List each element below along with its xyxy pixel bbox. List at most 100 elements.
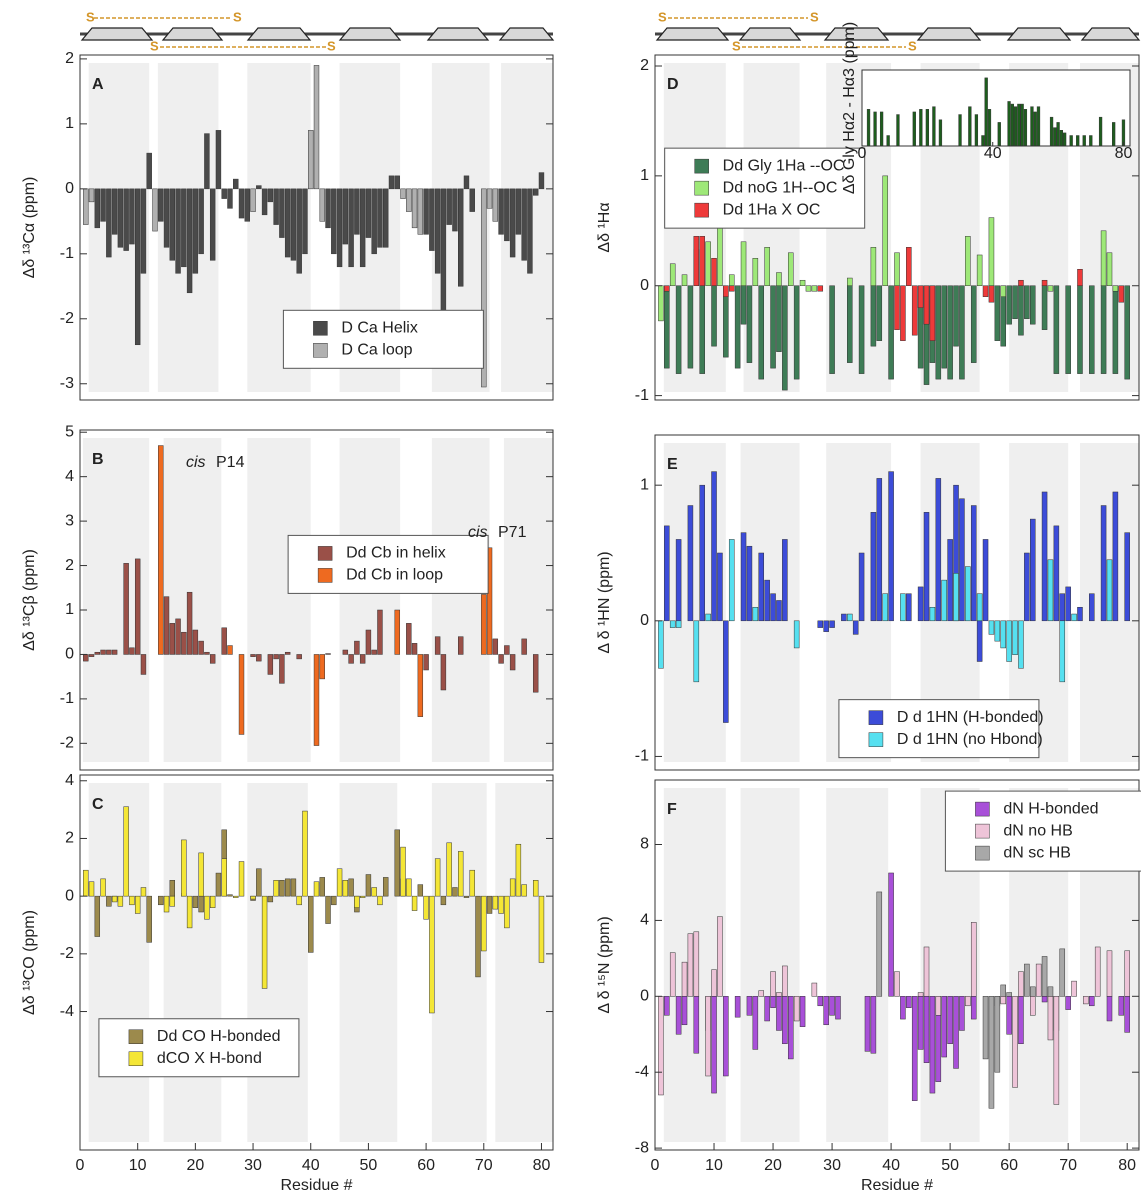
- helix-region: [495, 783, 553, 1142]
- bar: [988, 996, 995, 1109]
- bar: [664, 996, 670, 1016]
- bar: [681, 996, 688, 1026]
- bar: [900, 593, 906, 622]
- bar: [982, 285, 989, 297]
- bar: [158, 895, 164, 906]
- bar: [787, 252, 794, 286]
- bar: [117, 188, 124, 248]
- legend-label: Dd CO H-bonded: [157, 1028, 281, 1045]
- bar: [799, 279, 806, 286]
- bar: [675, 539, 682, 622]
- bar: [817, 620, 824, 628]
- bar: [296, 654, 302, 660]
- bar: [394, 609, 400, 655]
- bar: [504, 645, 510, 655]
- panel-letter: E: [667, 456, 678, 473]
- bar: [394, 829, 400, 897]
- bar: [879, 111, 884, 147]
- y-tick-label: -4: [60, 1003, 74, 1020]
- bar: [1053, 996, 1060, 1105]
- bar: [169, 188, 175, 261]
- bar: [793, 620, 800, 649]
- bar: [705, 613, 711, 622]
- bar: [1065, 285, 1071, 374]
- bar: [204, 133, 210, 190]
- helix: [161, 27, 224, 41]
- y-tick-label: -2: [60, 735, 74, 752]
- bar: [238, 861, 245, 897]
- bar: [1024, 552, 1030, 622]
- bar: [870, 247, 877, 286]
- legend-swatch: [975, 845, 990, 861]
- bar: [1100, 230, 1107, 286]
- bar: [1106, 252, 1113, 286]
- bar: [181, 631, 187, 655]
- bar: [776, 992, 782, 997]
- bar: [1071, 980, 1077, 997]
- y-axis-label: Δδ Gly Hα2 - Hα3 (ppm): [841, 22, 858, 194]
- bar: [847, 285, 853, 363]
- bar: [1018, 279, 1024, 286]
- bar: [296, 895, 302, 906]
- y-tick-label: 0: [640, 277, 649, 294]
- bar: [1035, 963, 1042, 997]
- bar: [423, 654, 429, 671]
- bar: [423, 895, 429, 920]
- y-tick-label: 8: [640, 836, 649, 853]
- bar: [776, 285, 782, 352]
- bar: [400, 188, 406, 199]
- legend-label: D d 1HN (H-bonded): [897, 709, 1044, 726]
- bar: [175, 618, 181, 655]
- bar: [313, 881, 320, 897]
- x-tick-label: 30: [244, 1157, 262, 1174]
- helix-region: [88, 783, 150, 1142]
- bar: [538, 172, 545, 190]
- legend-label: Dd 1Ha X OC: [723, 201, 821, 218]
- bar: [440, 895, 447, 906]
- bar: [504, 188, 510, 242]
- bar: [371, 188, 377, 255]
- bar: [302, 188, 308, 255]
- bar: [515, 188, 522, 235]
- bar: [1065, 996, 1071, 1010]
- bar: [411, 895, 418, 911]
- helix-region: [247, 438, 311, 762]
- helix-region: [740, 788, 800, 1142]
- bar: [873, 111, 877, 147]
- plot-frame: [79, 429, 554, 771]
- bar: [1124, 285, 1130, 380]
- bar: [273, 188, 279, 225]
- bar: [117, 895, 124, 907]
- bar: [1071, 613, 1077, 622]
- bar: [982, 996, 989, 1060]
- bar: [876, 285, 883, 341]
- bar: [181, 839, 187, 897]
- bar: [532, 188, 539, 196]
- bar: [94, 895, 101, 937]
- annotation-prefix: cis: [468, 524, 488, 541]
- helix-region: [339, 438, 401, 762]
- bar: [348, 188, 354, 268]
- bar: [267, 188, 274, 203]
- bar: [1041, 285, 1048, 330]
- y-tick-label: -2: [60, 310, 74, 327]
- inset: 0 40 80 Δδ Gly Hα2 - Hα3 (ppm): [841, 22, 1132, 194]
- bar: [158, 188, 164, 222]
- bar: [284, 651, 291, 655]
- bar: [1012, 285, 1018, 319]
- bar: [429, 895, 435, 1014]
- bar: [198, 852, 204, 897]
- bar: [793, 996, 800, 1022]
- bar: [1053, 285, 1060, 374]
- bar: [163, 895, 170, 913]
- bar: [267, 654, 274, 675]
- bar: [509, 188, 516, 258]
- bar: [965, 566, 971, 622]
- bar: [169, 623, 175, 655]
- bar: [492, 638, 499, 655]
- bar: [770, 285, 776, 369]
- bar: [923, 946, 930, 997]
- helix: [916, 27, 982, 41]
- bar: [717, 552, 723, 622]
- bar: [123, 806, 129, 897]
